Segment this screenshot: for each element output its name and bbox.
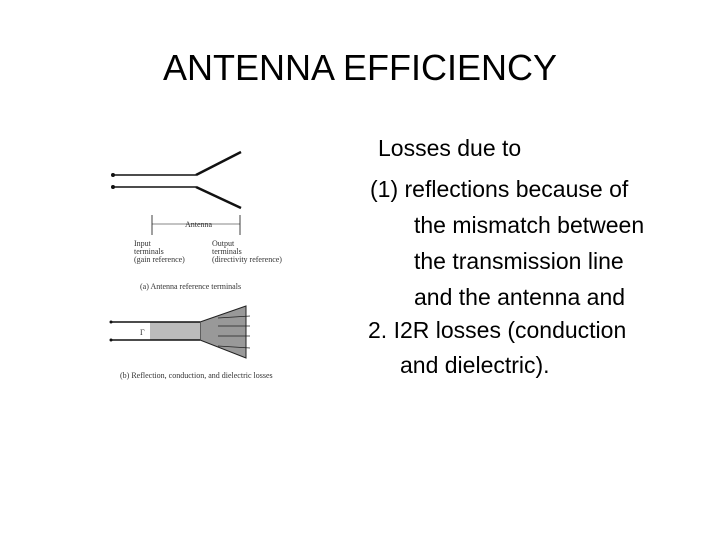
figure-label: Input <box>134 239 152 248</box>
body-line: and the antenna and <box>414 284 625 310</box>
body-line: 2. I2R losses (conduction <box>368 317 626 343</box>
figure-label: Γ <box>140 328 145 337</box>
figure-caption: (b) Reflection, conduction, and dielectr… <box>120 371 273 380</box>
figure-caption: (a) Antenna reference terminals <box>140 282 241 291</box>
figure-label: terminals <box>212 247 242 256</box>
body-line: the mismatch between <box>414 212 644 238</box>
body-line: the transmission line <box>414 248 624 274</box>
figure-label: terminals <box>134 247 164 256</box>
body-line: and dielectric). <box>400 352 550 378</box>
figure-label: (directivity reference) <box>212 255 282 264</box>
figure-a <box>111 150 242 235</box>
figure-label: Antenna <box>185 220 213 229</box>
figure-label: Output <box>212 239 235 248</box>
figure-label: (gain reference) <box>134 255 185 264</box>
figure-b <box>109 305 251 359</box>
body-line: Losses due to <box>378 135 521 161</box>
slide-title: ANTENNA EFFICIENCY <box>163 47 557 88</box>
body-line: (1) reflections because of <box>370 176 629 202</box>
